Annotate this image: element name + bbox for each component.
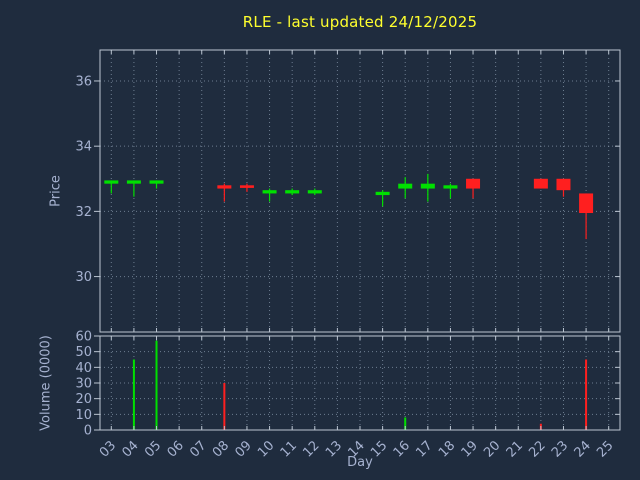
price-axis-label: Price [48,175,64,207]
svg-text:32: 32 [75,205,92,220]
svg-text:30: 30 [75,377,92,392]
chart-title: RLE - last updated 24/12/2025 [242,13,478,31]
svg-text:50: 50 [75,345,92,360]
svg-text:34: 34 [75,140,92,155]
svg-text:20: 20 [75,392,92,407]
svg-text:30: 30 [75,270,92,285]
volume-axis-label: Volume (0000) [38,335,54,431]
svg-text:60: 60 [75,330,92,345]
svg-text:0: 0 [84,424,92,439]
day-axis-label: Day [347,455,373,470]
svg-text:10: 10 [75,408,92,423]
svg-text:36: 36 [75,74,92,89]
svg-text:40: 40 [75,361,92,376]
